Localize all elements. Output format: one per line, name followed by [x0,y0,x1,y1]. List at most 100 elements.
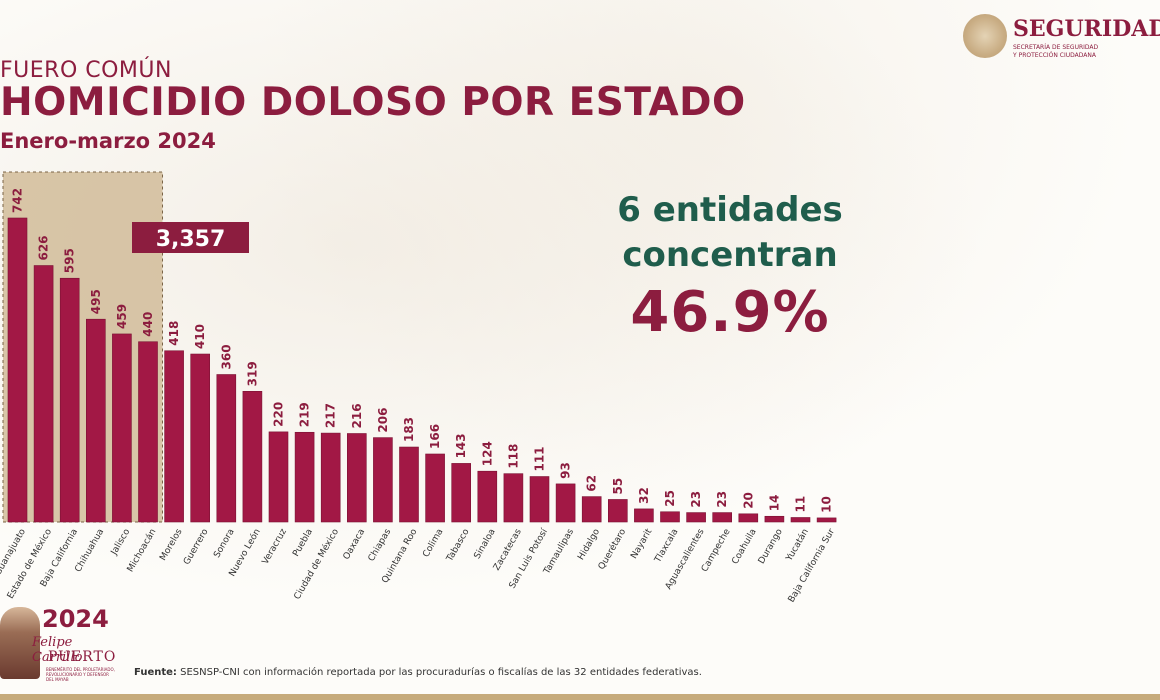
bar-7 [190,353,210,523]
logo-subtitle-1: SECRETARÍA DE SEGURIDAD [1013,44,1099,51]
bar-27 [712,512,733,523]
value-label-23: 55 [611,478,625,495]
bar-26 [686,512,706,523]
national-seal-icon [963,14,1007,58]
headline-concentrate: concentran [622,235,838,275]
bar-5 [138,341,158,523]
value-label-8: 360 [219,344,233,369]
badge-year: 2024 [42,605,109,633]
category-label-22: Hidalgo [576,527,602,562]
headline-entities: 6 entidades [617,190,843,230]
bar-16 [425,453,445,523]
value-label-13: 216 [350,403,364,428]
bar-15 [399,446,419,523]
source-text: SESNSP-CNI con información reportada por… [176,667,702,678]
bar-23 [607,499,628,523]
bar-0 [7,217,28,523]
bar-31 [816,517,837,523]
category-label-25: Tlaxcala [653,527,681,565]
value-label-4: 459 [115,304,129,329]
category-label-12: Ciudad de México [292,526,342,601]
headline-percent: 46.9% [630,280,830,345]
value-label-30: 11 [794,496,808,513]
badge-caption: BENEMÉRITO DEL PROLETARIADO, REVOLUCIONA… [46,667,115,682]
logo-wordmark: SEGURIDAD [1013,16,1160,42]
bar-12 [320,432,341,523]
total-label-box [132,222,249,253]
bar-24 [634,508,654,523]
category-label-24: Nayarit [629,527,654,561]
chart-kicker: FUERO COMÚN [0,58,172,83]
value-label-10: 220 [272,402,286,427]
bar-30 [790,517,811,523]
bar-10 [268,431,289,523]
bar-25 [660,511,680,523]
category-label-18: Sinaloa [473,527,498,561]
bar-2 [59,277,80,523]
bar-20 [529,476,550,523]
category-label-16: Colima [421,527,445,559]
bar-8 [216,374,237,523]
badge-name-line2: PUERTO [48,649,117,665]
portrait-icon [0,607,40,679]
value-label-28: 20 [741,492,755,509]
category-label-30: Yucatán [784,527,811,564]
value-label-26: 23 [689,491,703,508]
chart-title: HOMICIDIO DOLOSO POR ESTADO [0,80,746,125]
logo-subtitle-2: Y PROTECCIÓN CIUDADANA [1013,52,1096,59]
category-label-17: Tabasco [445,527,472,564]
badge-name-line1: Felipe Carrillo [32,635,83,665]
bar-18 [477,470,498,523]
value-label-12: 217 [324,403,338,428]
value-label-18: 124 [480,441,494,466]
category-label-6: Morelos [158,527,184,563]
value-label-6: 418 [167,321,181,346]
category-label-7: Guerrero [182,527,211,567]
value-label-17: 143 [454,433,468,458]
bar-9 [242,391,263,523]
category-label-8: Sonora [212,527,236,559]
value-label-16: 166 [428,424,442,449]
value-label-14: 206 [376,408,390,433]
bar-29 [764,515,785,523]
value-label-22: 62 [585,475,599,492]
value-label-5: 440 [141,312,155,337]
value-label-11: 219 [298,402,312,427]
value-label-24: 32 [637,487,651,504]
bar-17 [451,463,472,523]
seguridad-logo: SEGURIDAD SECRETARÍA DE SEGURIDAD Y PROT… [963,14,1160,64]
value-label-21: 93 [559,462,573,479]
value-label-20: 111 [533,446,547,471]
value-label-1: 626 [37,235,51,260]
footer-band [0,694,1160,700]
value-label-19: 118 [506,444,520,469]
value-label-27: 23 [715,491,729,508]
bar-3 [86,318,106,523]
value-label-9: 319 [245,361,259,386]
value-label-7: 410 [193,324,207,349]
value-label-2: 595 [63,248,77,273]
bar-28 [738,513,759,523]
category-label-11: Puebla [291,527,315,558]
category-label-31: Baja California Sur [787,527,837,604]
bar-6 [164,350,184,523]
category-label-29: Durango [757,527,785,566]
category-label-4: Jalisco [109,527,133,558]
bar-11 [294,431,315,523]
source-note: Fuente: SESNSP-CNI con información repor… [134,667,702,678]
bar-1 [33,265,54,523]
category-label-14: Chiapas [367,527,394,563]
category-label-13: Oaxaca [342,527,368,561]
bar-21 [555,483,576,523]
bar-13 [346,433,367,523]
value-label-0: 742 [11,188,25,213]
source-label: Fuente: [134,667,177,678]
bar-4 [112,333,132,523]
bar-19 [503,473,524,523]
category-label-10: Veracruz [261,527,289,566]
value-label-15: 183 [402,417,416,442]
category-label-28: Coahuila [730,527,758,566]
chart-subtitle: Enero-marzo 2024 [0,129,216,153]
